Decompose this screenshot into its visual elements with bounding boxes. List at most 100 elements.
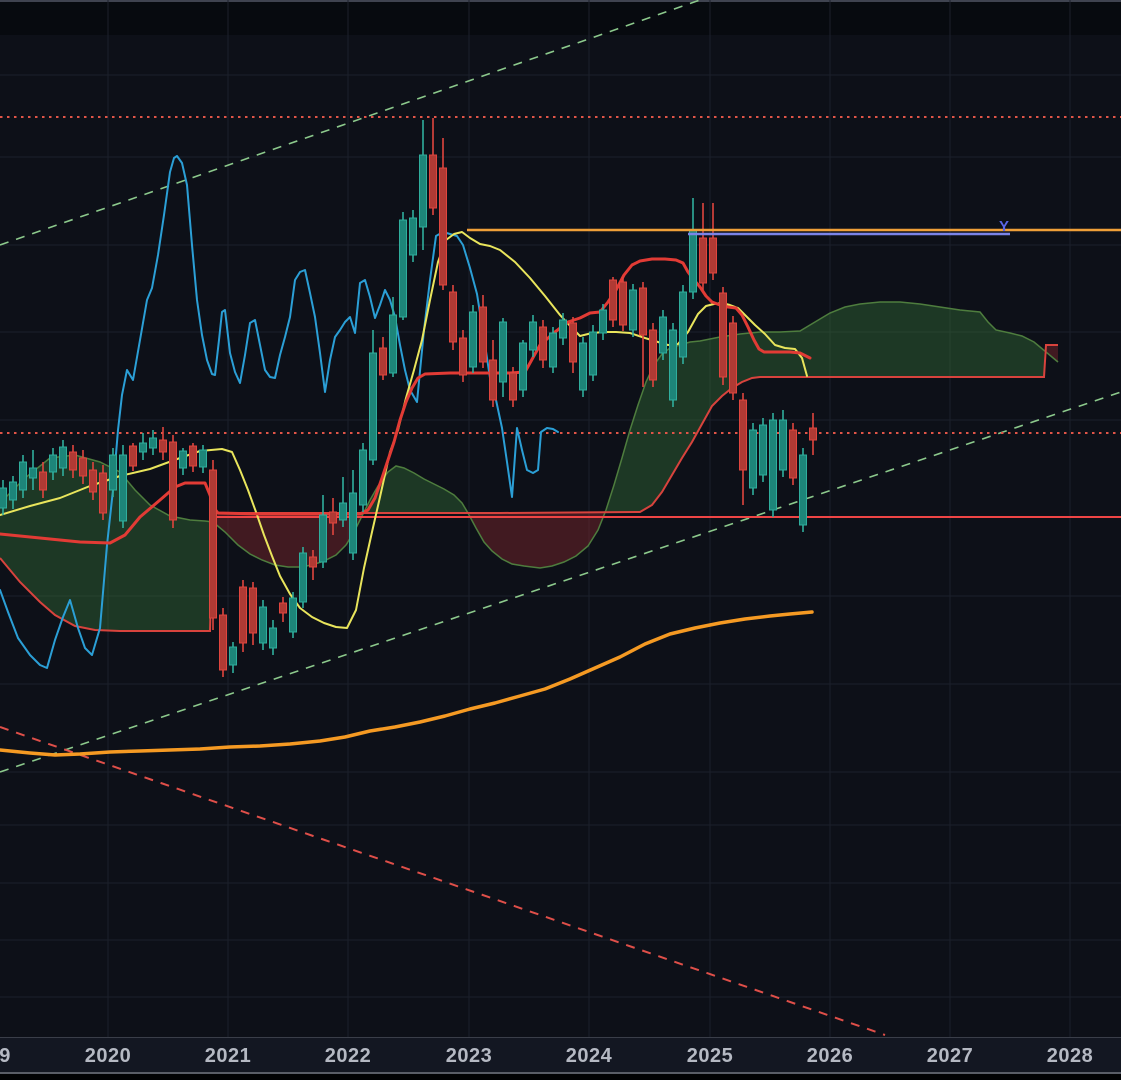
candle [549, 327, 557, 373]
candle [559, 313, 567, 345]
candle [309, 550, 317, 580]
candle [289, 592, 297, 638]
x-axis-label[interactable]: 2021 [204, 1045, 252, 1067]
green-dashed-upper[interactable] [0, 0, 701, 246]
candle [449, 285, 457, 350]
candle [789, 423, 797, 485]
candle [329, 498, 337, 535]
candle [299, 547, 307, 608]
candle [129, 443, 137, 471]
senkou-span-b-line [0, 344, 1058, 632]
x-axis-label[interactable]: 2028 [1046, 1045, 1094, 1067]
candle [209, 460, 217, 630]
yellow-ma-line [0, 231, 808, 629]
candle [39, 462, 47, 498]
candle [609, 277, 617, 327]
top-strip [0, 0, 1121, 35]
candle [729, 316, 737, 400]
candle [659, 310, 667, 360]
candle [139, 433, 147, 460]
candlestick-series [0, 118, 817, 677]
candle [579, 337, 587, 397]
candle [389, 297, 397, 377]
candle [9, 476, 17, 509]
senkou-span-a-line [0, 301, 1059, 569]
candle [439, 138, 447, 290]
candle [109, 448, 117, 497]
candle [639, 282, 647, 387]
candle [399, 212, 407, 320]
candle [569, 317, 577, 373]
candle [649, 323, 657, 387]
candle [629, 284, 637, 337]
candle [29, 450, 37, 490]
candle [219, 608, 227, 677]
candle [0, 480, 7, 515]
candle [419, 120, 427, 250]
candle [469, 305, 477, 373]
candle [739, 393, 747, 505]
candle [249, 582, 257, 645]
candle [179, 448, 187, 475]
x-axis-label[interactable]: 9 [0, 1045, 11, 1067]
candle [769, 413, 777, 517]
x-axis-label[interactable]: 2025 [686, 1045, 734, 1067]
candle [189, 443, 197, 472]
candle [749, 423, 757, 495]
candle [319, 495, 327, 568]
price-chart-pane[interactable]: Y [0, 0, 1121, 1037]
x-axis-label[interactable]: 2023 [445, 1045, 493, 1067]
candle [679, 285, 687, 364]
candle [269, 620, 277, 655]
x-axis-label[interactable]: 2024 [565, 1045, 613, 1067]
x-axis-label[interactable]: 2020 [84, 1045, 132, 1067]
candle [199, 445, 207, 473]
candle [799, 448, 807, 532]
candle [489, 340, 497, 407]
red-dashed-trendline[interactable] [0, 726, 886, 1036]
candle [479, 295, 487, 368]
candle [589, 325, 597, 381]
candle [459, 330, 467, 382]
candle [149, 430, 157, 455]
x-axis-label[interactable]: 2027 [926, 1045, 974, 1067]
candle [279, 597, 287, 622]
candle [239, 580, 247, 652]
candle [49, 448, 57, 480]
candle [759, 418, 767, 482]
x-axis-label[interactable]: 2022 [324, 1045, 372, 1067]
candle [369, 330, 377, 465]
candle [159, 427, 167, 460]
alert-y-marker[interactable]: Y [999, 218, 1009, 235]
candle [509, 367, 517, 407]
candle [169, 435, 177, 528]
candle [89, 462, 97, 500]
candle [809, 413, 817, 455]
candle [259, 600, 267, 650]
candle [379, 337, 387, 380]
candle [599, 304, 607, 340]
candle [719, 287, 727, 385]
grid-lines [0, 0, 1121, 1037]
x-axis-time-scale[interactable]: 9 2020 2021 2022 2023 2024 2025 2026 2027 2028 [0, 1037, 1121, 1073]
candle [779, 410, 787, 477]
candle [19, 455, 27, 498]
candle [519, 340, 527, 397]
candle [409, 210, 417, 262]
candle [539, 320, 547, 368]
green-dashed-lower[interactable] [0, 391, 1121, 773]
axis-underline [0, 1072, 1121, 1074]
candle [59, 440, 67, 476]
candle [359, 443, 367, 512]
blue-oscillating-line [0, 155, 559, 669]
candle [349, 470, 357, 560]
x-axis-label[interactable]: 2026 [806, 1045, 854, 1067]
chart-background [0, 0, 1121, 1037]
candle [699, 203, 707, 290]
candle [429, 118, 437, 215]
candle [669, 323, 677, 407]
candle [229, 642, 237, 673]
orange-slow-ma [0, 610, 814, 757]
bottom-margin [0, 1074, 1121, 1080]
candle [499, 318, 507, 397]
